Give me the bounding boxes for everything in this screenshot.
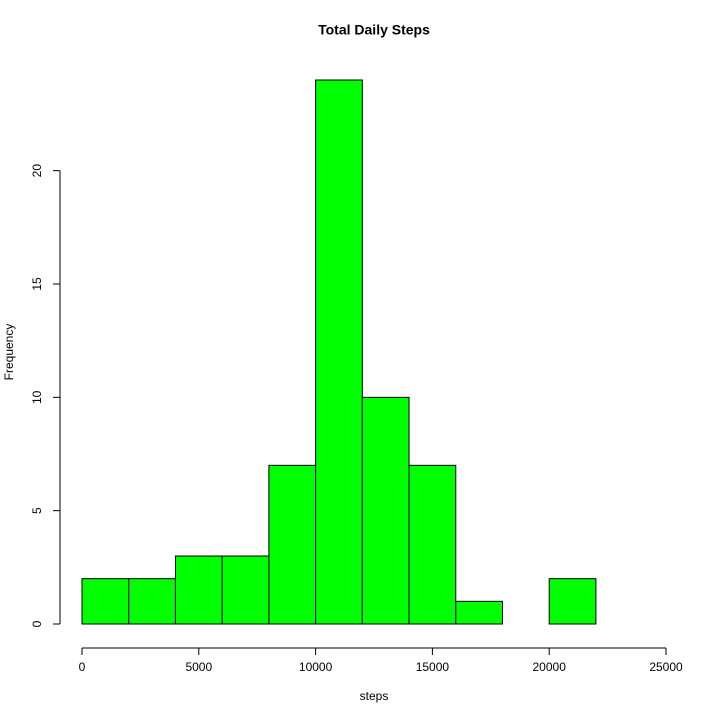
chart-title: Total Daily Steps [318,22,430,38]
y-tick-label: 15 [30,277,44,291]
bar [128,578,176,625]
y-axis-label: Frequency [2,324,16,381]
y-tick-label: 5 [30,507,44,514]
x-tick-label: 25000 [649,660,683,674]
x-axis-label: steps [360,689,389,703]
bar [408,464,457,625]
bar [361,396,410,625]
bar [268,464,317,625]
y-tick-label: 20 [30,164,44,178]
x-tick-label: 5000 [185,660,212,674]
y-tick-label: 10 [30,390,44,404]
bar [221,555,270,625]
x-tick-label: 15000 [416,660,450,674]
bar [81,578,130,625]
x-tick-label: 20000 [533,660,567,674]
bar [315,79,363,625]
bar [455,600,503,625]
bar [174,555,223,625]
x-tick-label: 0 [79,660,86,674]
bar [548,578,597,625]
y-tick-label: 0 [30,620,44,627]
x-tick-label: 10000 [299,660,333,674]
